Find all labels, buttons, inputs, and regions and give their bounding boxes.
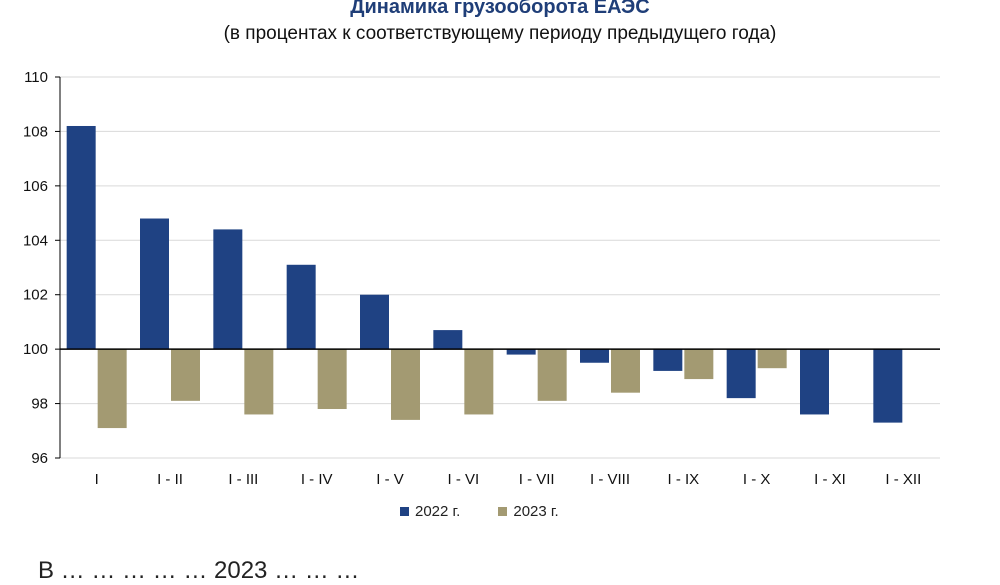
bar-2023-6	[537, 349, 567, 401]
bar-2022-6	[506, 349, 536, 355]
x-tick-label: I - II	[157, 471, 183, 488]
bar-2023-2	[244, 349, 274, 415]
legend: 2022 г. 2023 г.	[400, 503, 559, 520]
x-tick-label: I - VI	[447, 471, 479, 488]
legend-label-2023: 2023 г.	[513, 503, 559, 520]
bar-2023-9	[757, 349, 787, 369]
x-tick-label: I - XI	[814, 471, 846, 488]
bar-2022-7	[580, 349, 609, 363]
y-tick-label: 110	[24, 69, 48, 86]
bar-2022-0	[66, 125, 96, 350]
y-tick-label: 108	[23, 123, 48, 140]
bar-2022-3	[286, 264, 316, 350]
bar-2023-4	[391, 349, 420, 420]
bar-chart: 96 98 100 102 104 106 108 110 I I - II I - III I -…	[23, 69, 940, 488]
bar-2022-10	[800, 349, 829, 415]
chart-subtitle: (в процентах к соответствующему периоду …	[223, 23, 777, 44]
y-axis-ticks: 96 98 100 102 104 106 108 110	[23, 69, 60, 467]
bar-2022-1	[140, 218, 169, 350]
chart-title: Динамика грузооборота ЕАЭС	[350, 0, 650, 18]
footer-text: В … … … … … 2023 … … …	[38, 557, 360, 584]
x-tick-label: I - IX	[667, 471, 699, 488]
bar-2022-8	[653, 349, 683, 371]
bar-2023-3	[317, 349, 347, 410]
y-tick-label: 98	[31, 396, 48, 413]
y-tick-label: 104	[23, 232, 48, 249]
x-tick-label: I - XII	[885, 471, 921, 488]
bars	[66, 125, 903, 429]
x-tick-label: I - VIII	[590, 471, 630, 488]
bar-2023-1	[171, 349, 200, 401]
y-tick-label: 102	[23, 287, 48, 304]
x-tick-label: I - X	[743, 471, 771, 488]
bar-2023-7	[611, 349, 640, 393]
bar-2022-2	[213, 229, 243, 350]
legend-item-2023: 2023 г.	[498, 503, 559, 520]
bar-2022-5	[433, 330, 463, 350]
y-tick-label: 106	[23, 178, 48, 195]
bar-2022-9	[726, 349, 756, 399]
bar-2023-5	[464, 349, 494, 415]
x-tick-label: I - V	[376, 471, 404, 488]
legend-swatch-2023	[498, 507, 508, 516]
x-tick-label: I - IV	[301, 471, 333, 488]
bar-2023-0	[97, 349, 127, 429]
legend-swatch-2022	[400, 507, 409, 516]
bar-2022-11	[873, 349, 903, 423]
legend-item-2022: 2022 г.	[400, 503, 460, 520]
bar-2022-4	[360, 294, 389, 350]
legend-label-2022: 2022 г.	[415, 503, 461, 520]
y-tick-label: 96	[31, 450, 48, 467]
x-tick-label: I - VII	[519, 471, 555, 488]
bar-2023-8	[684, 349, 714, 380]
x-tick-label: I	[95, 471, 99, 488]
y-tick-label: 100	[23, 341, 48, 358]
x-tick-label: I - III	[228, 471, 258, 488]
x-axis-ticks: I I - II I - III I - IV I - V I - VI I - VII I …	[95, 471, 922, 488]
